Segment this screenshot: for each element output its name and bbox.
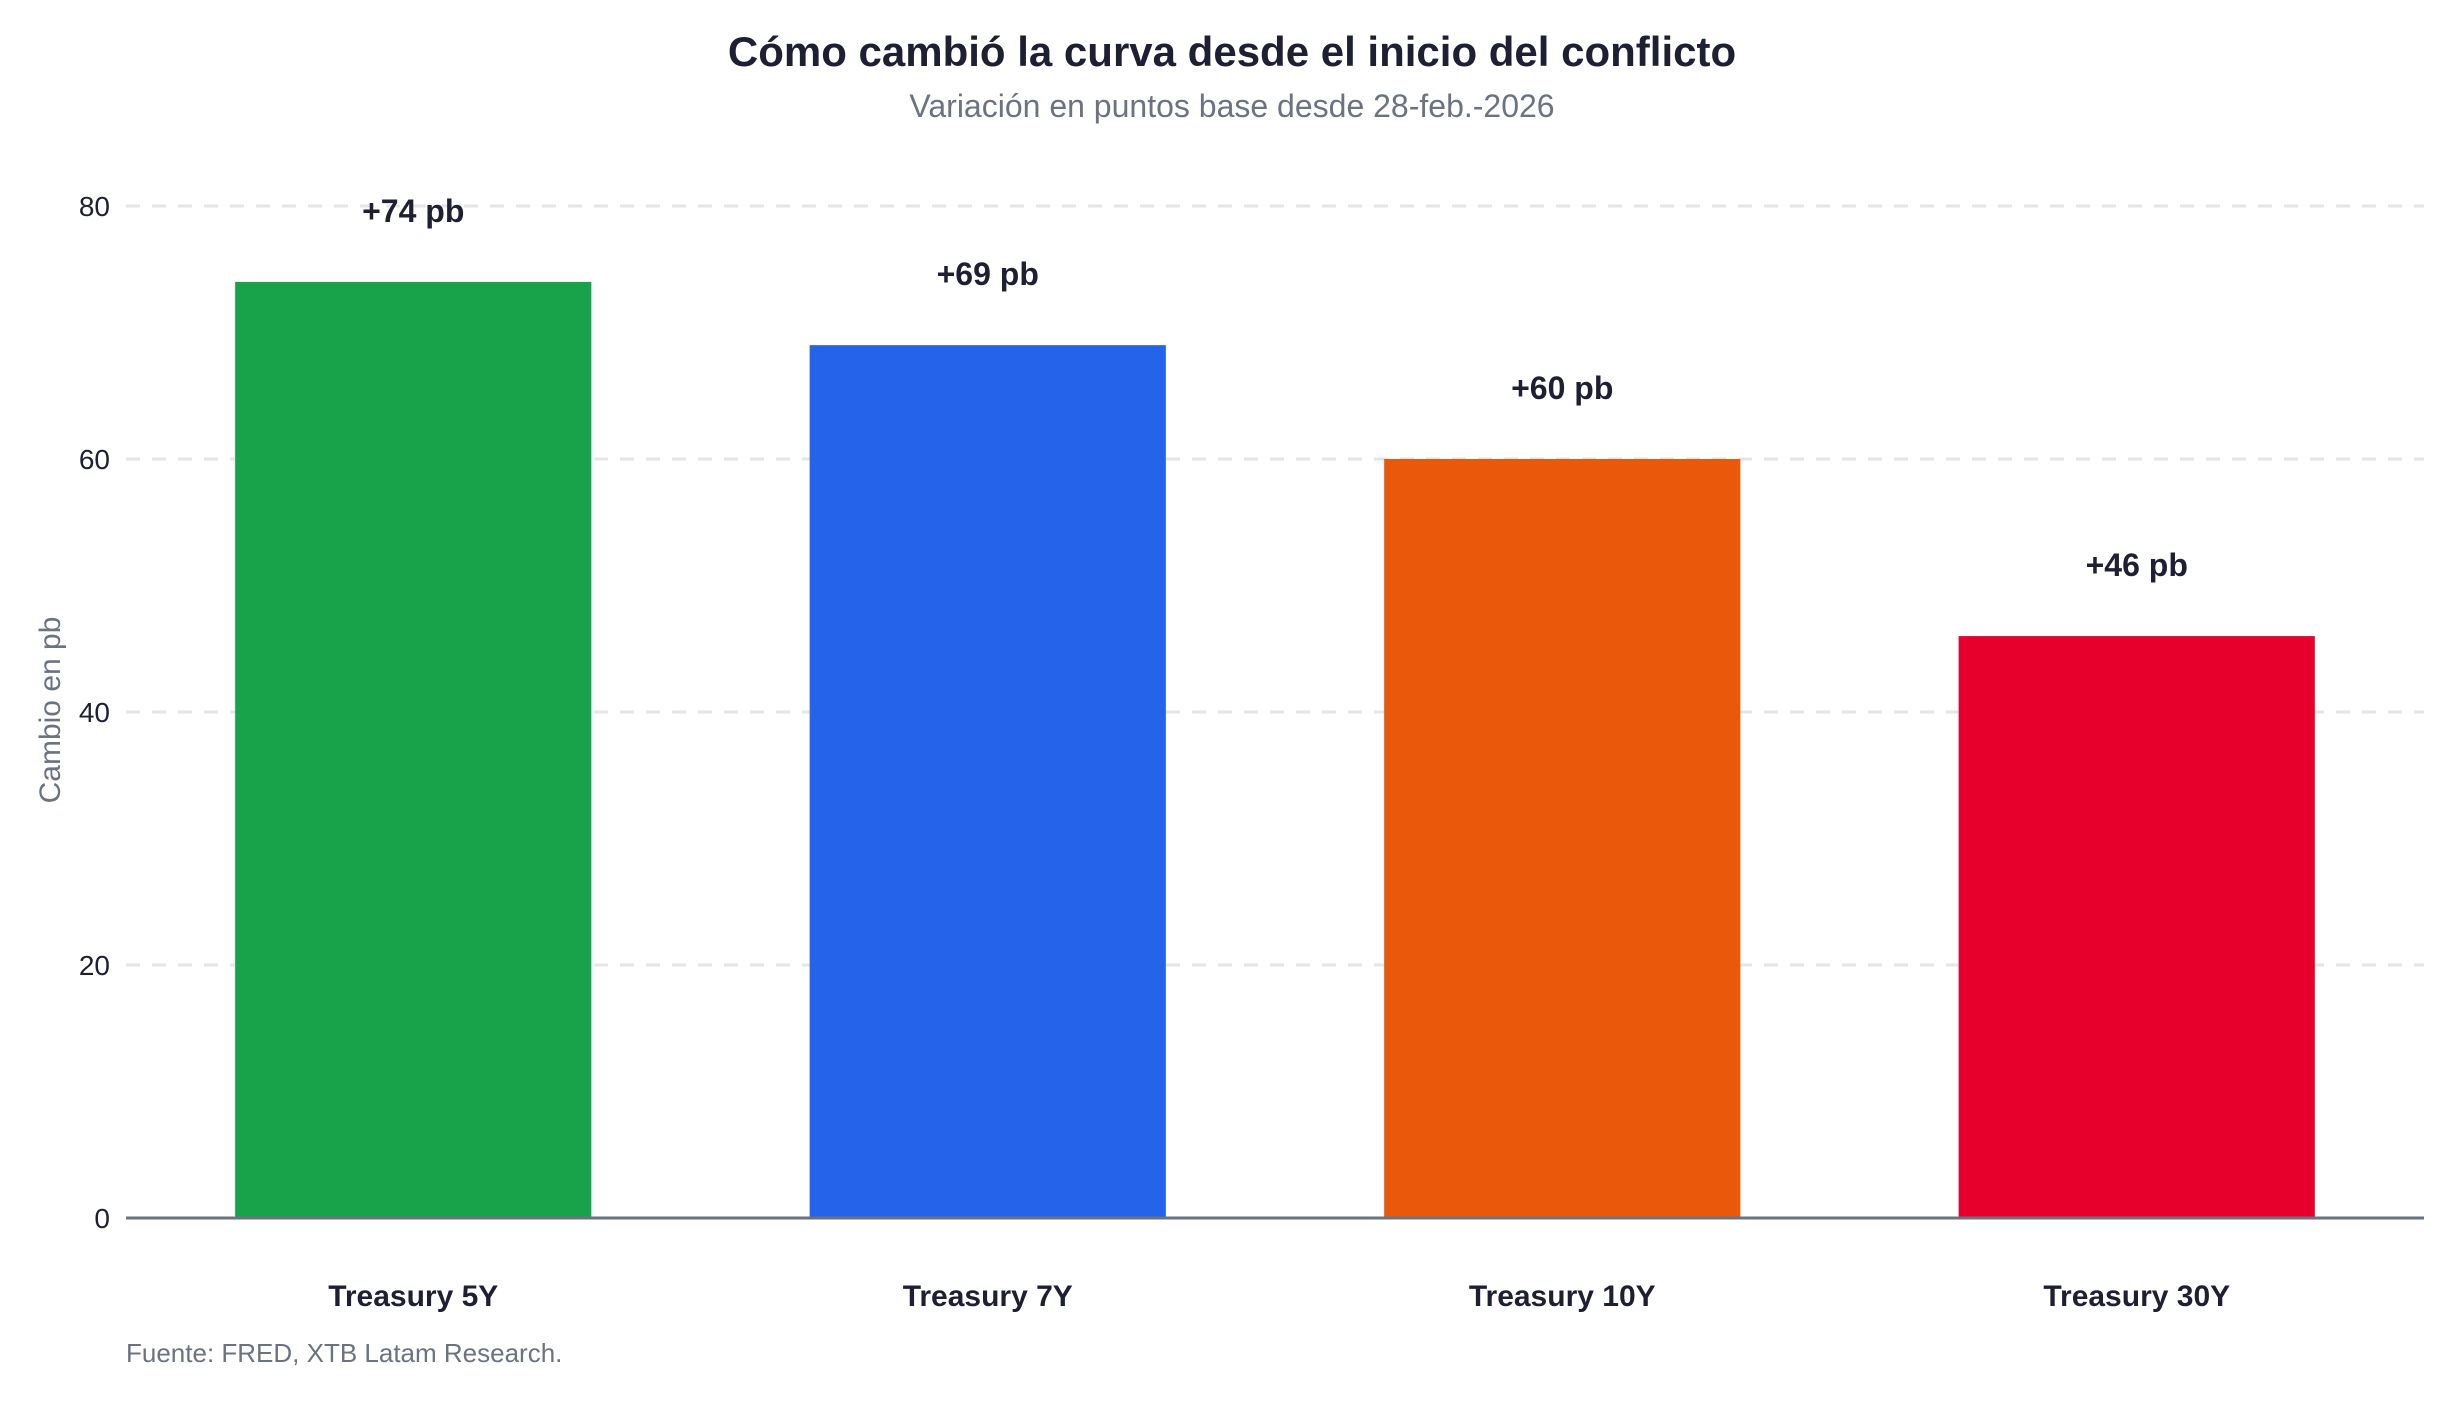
bar	[235, 281, 592, 1218]
data-labels: +74 pb +69 pb +60 pb +46 pb	[362, 193, 2188, 583]
data-label: +46 pb	[2086, 547, 2188, 583]
y-tick-label: 20	[79, 950, 110, 981]
data-label: +69 pb	[937, 256, 1039, 292]
chart-title: Cómo cambió la curva desde el inicio del…	[727, 28, 1737, 75]
grid-lines	[126, 204, 2424, 967]
y-ticks: 0 20 40 60 80	[79, 191, 110, 1234]
y-axis-label: Cambio en pb	[34, 617, 67, 804]
x-category-label: Treasury 5Y	[328, 1280, 498, 1313]
x-category-label: Treasury 10Y	[1469, 1280, 1656, 1313]
x-categories: Treasury 5Y Treasury 7Y Treasury 10Y Treasu…	[328, 1280, 2230, 1313]
bar	[1384, 459, 1741, 1218]
data-label: +74 pb	[362, 193, 464, 229]
x-category-label: Treasury 7Y	[903, 1280, 1073, 1313]
y-tick-label: 0	[94, 1203, 110, 1234]
y-tick-label: 60	[79, 444, 110, 475]
y-tick-label: 40	[79, 697, 110, 728]
chart-source: Fuente: FRED, XTB Latam Research.	[126, 1338, 563, 1368]
y-tick-label: 80	[79, 191, 110, 222]
x-category-label: Treasury 30Y	[2043, 1280, 2230, 1313]
bar	[1958, 636, 2315, 1218]
bar	[809, 345, 1166, 1218]
chart-subtitle: Variación en puntos base desde 28-feb.-2…	[909, 88, 1555, 124]
bars	[235, 281, 2315, 1218]
data-label: +60 pb	[1511, 370, 1613, 406]
